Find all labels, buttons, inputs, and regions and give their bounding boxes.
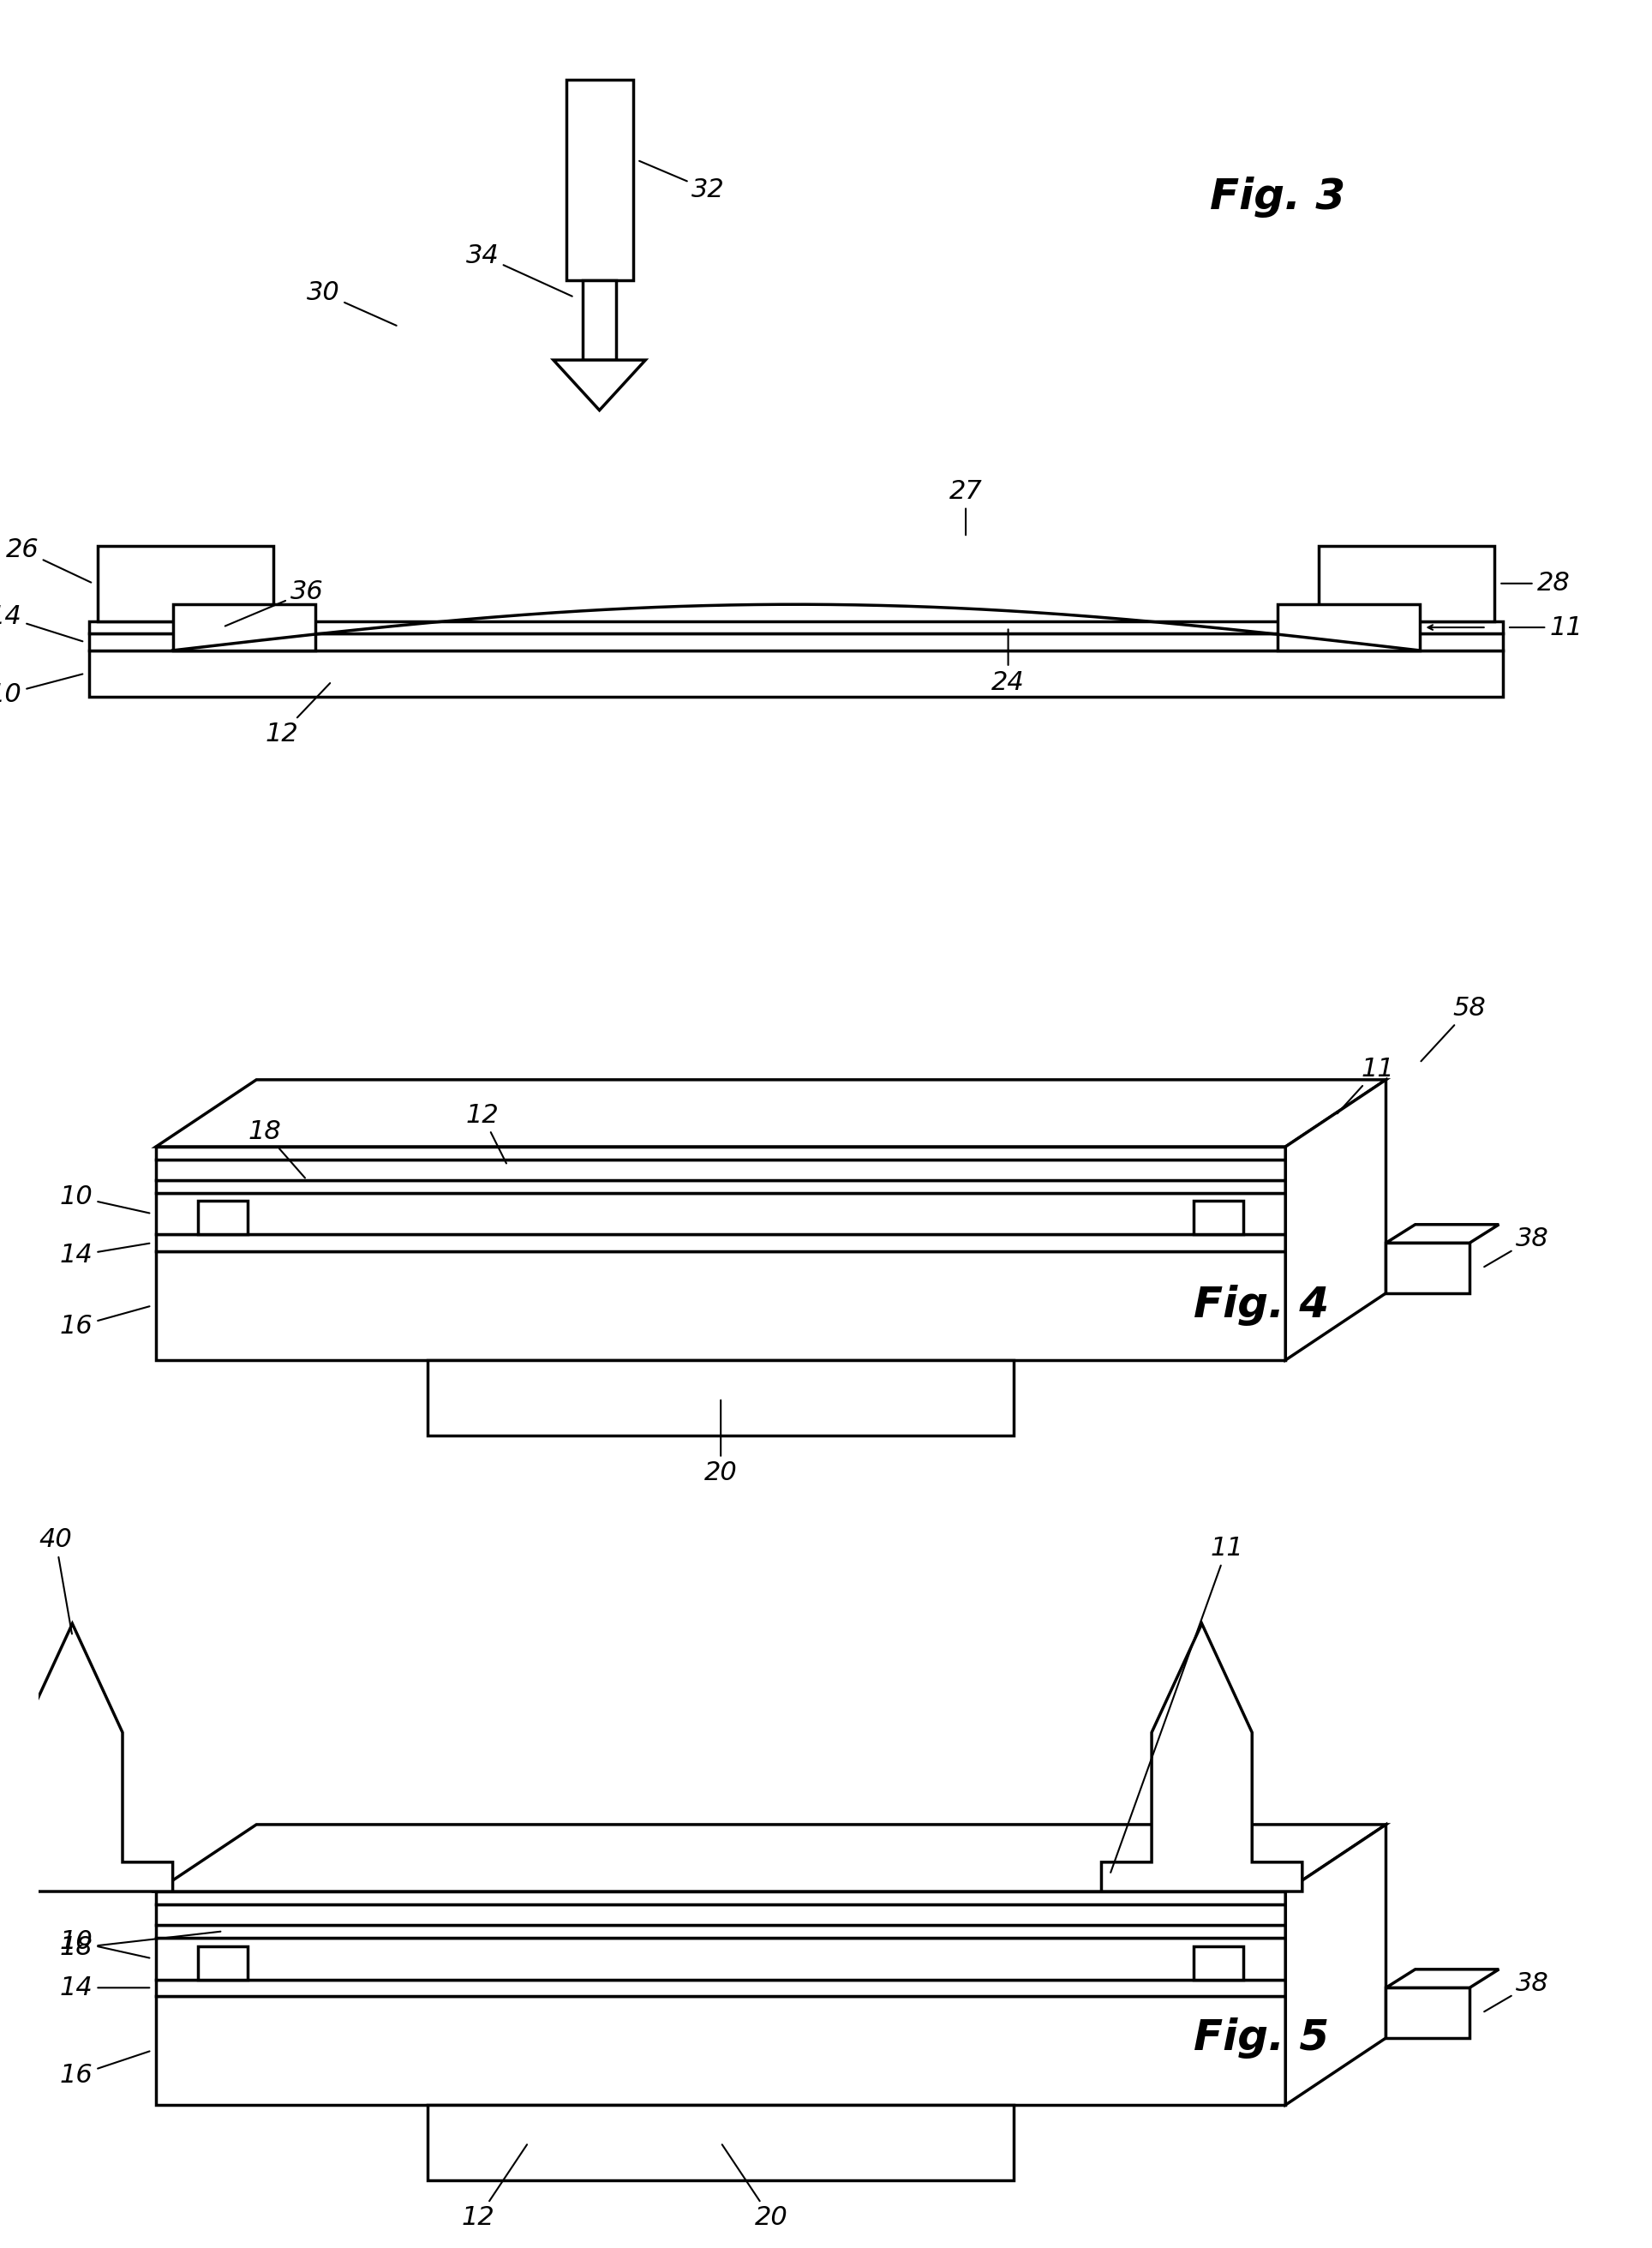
Text: 10: 10 xyxy=(59,1185,149,1214)
Text: 28: 28 xyxy=(1502,571,1569,596)
Text: 27: 27 xyxy=(950,479,983,535)
FancyBboxPatch shape xyxy=(89,634,1503,650)
Polygon shape xyxy=(1386,1225,1498,1243)
FancyBboxPatch shape xyxy=(583,281,616,360)
FancyBboxPatch shape xyxy=(155,1904,1285,1924)
FancyBboxPatch shape xyxy=(1193,1200,1244,1234)
Text: 12: 12 xyxy=(264,683,330,746)
FancyBboxPatch shape xyxy=(428,2104,1014,2181)
FancyBboxPatch shape xyxy=(198,1200,248,1234)
Polygon shape xyxy=(155,1825,1386,1891)
Text: 14: 14 xyxy=(59,1976,149,2001)
FancyBboxPatch shape xyxy=(155,1996,1285,2104)
Polygon shape xyxy=(553,360,646,409)
Text: 20: 20 xyxy=(704,1401,737,1486)
FancyBboxPatch shape xyxy=(97,546,273,620)
Text: 12: 12 xyxy=(461,2145,527,2230)
FancyBboxPatch shape xyxy=(89,620,1503,634)
FancyBboxPatch shape xyxy=(1277,605,1419,650)
Text: 16: 16 xyxy=(59,2050,150,2088)
Text: Fig. 4: Fig. 4 xyxy=(1193,1286,1328,1326)
FancyBboxPatch shape xyxy=(173,605,316,650)
FancyBboxPatch shape xyxy=(567,79,633,281)
Text: 38: 38 xyxy=(1483,1227,1550,1268)
FancyBboxPatch shape xyxy=(89,650,1503,697)
Text: 16: 16 xyxy=(59,1306,150,1340)
Text: 36: 36 xyxy=(225,580,324,625)
FancyBboxPatch shape xyxy=(155,1980,1285,1996)
Text: 24: 24 xyxy=(991,629,1024,695)
FancyBboxPatch shape xyxy=(1386,1987,1470,2039)
Polygon shape xyxy=(0,1623,173,1891)
FancyBboxPatch shape xyxy=(155,1160,1285,1180)
Text: Fig. 3: Fig. 3 xyxy=(1211,175,1346,218)
Text: Fig. 5: Fig. 5 xyxy=(1193,2016,1328,2059)
FancyBboxPatch shape xyxy=(155,1234,1285,1252)
FancyBboxPatch shape xyxy=(198,1947,248,1980)
FancyBboxPatch shape xyxy=(155,1252,1285,1360)
Text: 11: 11 xyxy=(1510,616,1583,641)
Polygon shape xyxy=(1285,1079,1386,1360)
Text: 20: 20 xyxy=(722,2145,788,2230)
FancyBboxPatch shape xyxy=(155,1891,1285,1904)
Text: 32: 32 xyxy=(639,162,725,202)
Text: 14: 14 xyxy=(59,1243,149,1268)
FancyBboxPatch shape xyxy=(155,1146,1285,1160)
FancyBboxPatch shape xyxy=(155,1194,1285,1234)
FancyBboxPatch shape xyxy=(155,1938,1285,1980)
Text: 10: 10 xyxy=(0,674,83,706)
Text: 11: 11 xyxy=(1338,1057,1394,1113)
Text: 30: 30 xyxy=(307,281,396,326)
FancyBboxPatch shape xyxy=(428,1360,1014,1436)
FancyBboxPatch shape xyxy=(1386,1243,1470,1293)
Polygon shape xyxy=(1102,1623,1302,1891)
FancyBboxPatch shape xyxy=(155,1180,1285,1194)
Polygon shape xyxy=(155,1079,1386,1146)
FancyBboxPatch shape xyxy=(1193,1947,1244,1980)
Text: 38: 38 xyxy=(1483,1971,1550,2012)
FancyBboxPatch shape xyxy=(155,1924,1285,1938)
Text: 11: 11 xyxy=(1110,1535,1244,1873)
Text: 26: 26 xyxy=(5,537,91,582)
Text: 18: 18 xyxy=(248,1120,306,1178)
FancyBboxPatch shape xyxy=(1318,546,1495,620)
Text: 58: 58 xyxy=(1421,996,1487,1061)
Text: 40: 40 xyxy=(40,1529,73,1634)
Text: 34: 34 xyxy=(466,243,572,297)
Text: 18: 18 xyxy=(59,1931,221,1960)
Polygon shape xyxy=(1386,1969,1498,1987)
Polygon shape xyxy=(1285,1825,1386,2104)
Text: 10: 10 xyxy=(59,1929,149,1958)
Text: 12: 12 xyxy=(466,1104,507,1164)
Text: 14: 14 xyxy=(0,605,83,641)
